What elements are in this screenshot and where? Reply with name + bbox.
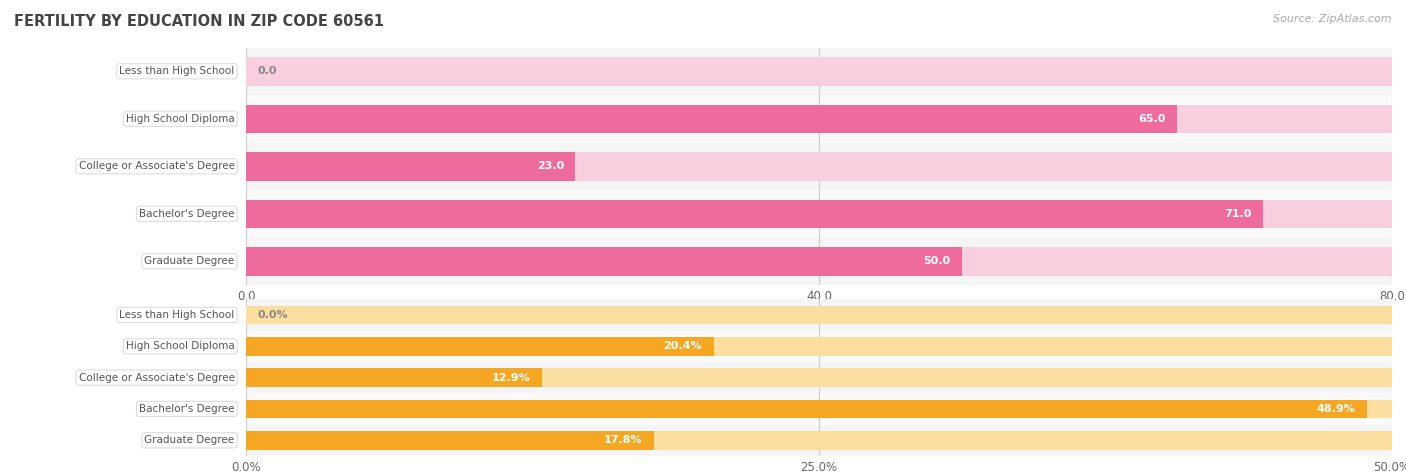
Text: Bachelor's Degree: Bachelor's Degree — [139, 404, 235, 414]
Text: Bachelor's Degree: Bachelor's Degree — [139, 209, 235, 219]
Text: 17.8%: 17.8% — [605, 435, 643, 446]
Text: 23.0: 23.0 — [537, 161, 564, 171]
Bar — [246, 431, 654, 450]
Bar — [246, 104, 1392, 133]
Bar — [246, 48, 1392, 95]
Bar — [246, 190, 1392, 238]
Text: Less than High School: Less than High School — [120, 66, 235, 76]
Bar — [246, 95, 1392, 142]
Text: 50.0: 50.0 — [924, 256, 950, 266]
Bar — [246, 399, 1392, 418]
Bar — [246, 368, 1392, 387]
Text: College or Associate's Degree: College or Associate's Degree — [79, 161, 235, 171]
Bar — [246, 299, 1392, 331]
Text: 71.0: 71.0 — [1225, 209, 1251, 219]
Bar — [246, 247, 962, 276]
Bar — [246, 331, 1392, 362]
Bar — [246, 337, 1392, 356]
Bar — [246, 57, 1392, 86]
Text: FERTILITY BY EDUCATION IN ZIP CODE 60561: FERTILITY BY EDUCATION IN ZIP CODE 60561 — [14, 14, 384, 29]
Bar — [246, 104, 1177, 133]
Bar — [246, 337, 714, 356]
Bar — [246, 362, 1392, 393]
Bar — [246, 200, 1263, 228]
Bar — [246, 431, 1392, 450]
Text: 0.0%: 0.0% — [257, 310, 288, 320]
Bar — [246, 152, 575, 180]
Bar — [246, 200, 1392, 228]
Bar — [246, 152, 1392, 180]
Text: 48.9%: 48.9% — [1316, 404, 1355, 414]
Bar — [246, 399, 1367, 418]
Text: High School Diploma: High School Diploma — [127, 114, 235, 124]
Text: High School Diploma: High School Diploma — [127, 341, 235, 352]
Text: 20.4%: 20.4% — [664, 341, 702, 352]
Text: College or Associate's Degree: College or Associate's Degree — [79, 372, 235, 383]
Text: Graduate Degree: Graduate Degree — [145, 435, 235, 446]
Text: 65.0: 65.0 — [1139, 114, 1166, 124]
Text: 0.0: 0.0 — [257, 66, 277, 76]
Bar — [246, 368, 541, 387]
Bar — [246, 238, 1392, 285]
Bar — [246, 142, 1392, 190]
Text: 12.9%: 12.9% — [492, 372, 530, 383]
Bar — [246, 393, 1392, 425]
Text: Graduate Degree: Graduate Degree — [145, 256, 235, 266]
Bar — [246, 425, 1392, 456]
Text: Source: ZipAtlas.com: Source: ZipAtlas.com — [1274, 14, 1392, 24]
Bar — [246, 305, 1392, 324]
Bar — [246, 247, 1392, 276]
Text: Less than High School: Less than High School — [120, 310, 235, 320]
